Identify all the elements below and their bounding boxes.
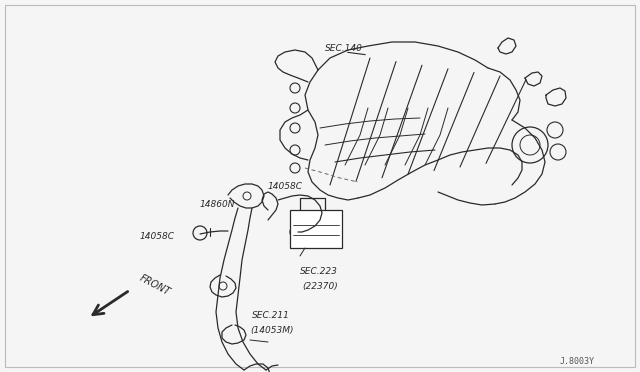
Text: 14860N: 14860N [200, 199, 236, 208]
Text: (22370): (22370) [302, 282, 338, 291]
Text: SEC.211: SEC.211 [252, 311, 290, 321]
Text: FRONT: FRONT [138, 273, 172, 297]
Text: 14058C: 14058C [268, 182, 303, 190]
Text: J.8003Y: J.8003Y [560, 357, 595, 366]
Text: 14058C: 14058C [140, 231, 175, 241]
Text: SEC.140: SEC.140 [325, 44, 363, 52]
Text: (14053M): (14053M) [250, 326, 294, 334]
Text: SEC.223: SEC.223 [300, 267, 338, 276]
Bar [290, 210, 342, 248]
